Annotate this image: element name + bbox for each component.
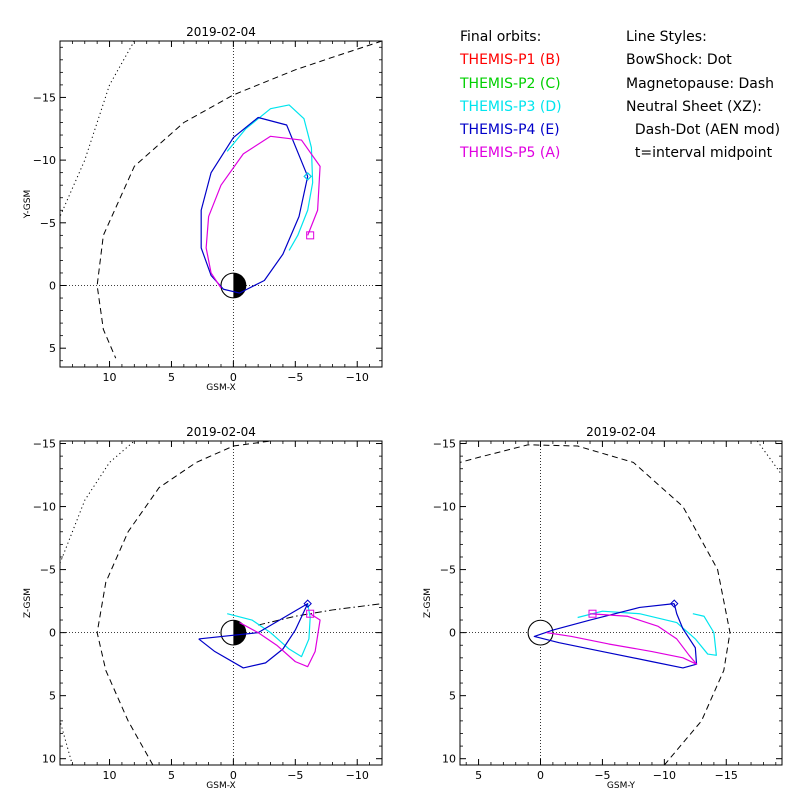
orbit-p4-line (198, 603, 309, 669)
bowshock-lower-line (60, 441, 135, 564)
square-marker (306, 231, 315, 240)
x-tick-label: −5 (287, 371, 303, 384)
bowshock-line (60, 41, 135, 217)
orbit-p5-line (546, 613, 698, 665)
diamond-marker (670, 599, 679, 608)
panel-title: 2019-02-04 (186, 425, 256, 439)
x-tick-label: 0 (230, 371, 237, 384)
y-tick-label: −5 (40, 217, 56, 230)
legend-entry-p4: THEMIS-P4 (E) (460, 122, 560, 139)
legend-entry-p3: THEMIS-P3 (D) (460, 98, 562, 115)
xy-orbit-panel: 10 5 0 −5 −10 −15 −10 −5 0 5 2019-02-04 GSM-X Y-GSM (23, 25, 383, 393)
y-tick-label: −15 (33, 438, 56, 451)
y-tick-label: 0 (49, 627, 56, 640)
orbits-legend-header: Final orbits: (460, 29, 542, 45)
bowshock-line (756, 441, 782, 476)
y-tick-label: −10 (33, 154, 56, 167)
x-axis-label: GSM-Y (607, 781, 636, 791)
x-tick-label: 10 (103, 769, 117, 782)
y-tick-label: 10 (42, 753, 56, 766)
y-tick-label: −15 (433, 438, 456, 451)
plot-area (60, 441, 382, 765)
panel-title: 2019-02-04 (586, 425, 656, 439)
diamond-marker (303, 172, 312, 181)
plot-area (60, 41, 382, 367)
orbit-p4-line (533, 603, 698, 669)
y-tick-label: −10 (33, 501, 56, 514)
magnetopause-line (460, 444, 731, 765)
style-entry-bowshock: BowShock: Dot (626, 52, 732, 69)
earth-icon (220, 619, 247, 646)
square-marker (306, 609, 315, 618)
x-tick-label: −5 (594, 769, 610, 782)
y-axis-label: Z-GSM (423, 588, 433, 618)
line-styles-legend: Line Styles: BowShock: Dot Magnetopause:… (626, 26, 780, 166)
square-marker (588, 609, 597, 618)
orbit-p5-line (239, 613, 321, 668)
legend-entry-p1: THEMIS-P1 (B) (460, 52, 561, 69)
panel-title: 2019-02-04 (186, 25, 256, 39)
magnetopause-line (96, 441, 271, 765)
diamond-marker (303, 599, 312, 608)
x-axis-label: GSM-X (206, 383, 235, 393)
y-tick-label: 5 (449, 690, 456, 703)
x-tick-label: 5 (168, 769, 175, 782)
y-tick-label: 5 (49, 342, 56, 355)
earth-icon (220, 272, 247, 299)
y-tick-label: −10 (433, 501, 456, 514)
orbits-legend: Final orbits: THEMIS-P1 (B) THEMIS-P2 (C… (460, 26, 562, 166)
style-entry-midpoint: t=interval midpoint (626, 145, 773, 162)
x-tick-label: 0 (230, 769, 237, 782)
style-entry-neutral-sheet: Neutral Sheet (XZ): (626, 98, 762, 115)
y-tick-label: −5 (440, 564, 456, 577)
neutral-sheet-line (258, 603, 382, 626)
plot-frame (459, 440, 783, 766)
earth-icon (527, 619, 554, 646)
legend-entry-p2: THEMIS-P2 (C) (460, 75, 561, 92)
x-tick-label: −5 (287, 769, 303, 782)
y-axis-label: Z-GSM (23, 588, 33, 618)
plot-area (460, 441, 782, 765)
x-tick-label: −15 (715, 769, 738, 782)
x-tick-label: −10 (346, 371, 369, 384)
x-axis-label: GSM-X (206, 781, 235, 791)
plot-frame (59, 440, 383, 766)
style-entry-neutral-sheet-mod: Dash-Dot (AEN mod) (626, 122, 781, 139)
style-entry-magnetopause: Magnetopause: Dash (626, 75, 775, 92)
y-tick-label: 5 (49, 690, 56, 703)
xz-orbit-panel: 10 5 0 −5 −10 10 5 0 −5 −10 −15 2019-02-04 GSM-X Z-GS… (23, 425, 383, 791)
y-tick-label: 0 (449, 627, 456, 640)
x-tick-label: −10 (653, 769, 676, 782)
yz-orbit-panel: 5 0 −5 −10 −15 10 5 0 −5 −10 −15 2019-02-04 GSM-Y Z-G… (423, 425, 783, 791)
x-tick-label: 10 (103, 371, 117, 384)
y-tick-label: −15 (33, 91, 56, 104)
orbit-p5-line (205, 135, 321, 289)
y-tick-label: −5 (40, 564, 56, 577)
orbit-p3-line (226, 104, 314, 251)
orbit-p3-line (227, 603, 311, 658)
x-tick-label: −10 (346, 769, 369, 782)
magnetopause-line (96, 41, 382, 359)
line-styles-header: Line Styles: (626, 29, 707, 45)
y-tick-label: 10 (442, 753, 456, 766)
x-tick-label: 5 (475, 769, 482, 782)
legend-entry-p5: THEMIS-P5 (A) (460, 145, 561, 162)
x-tick-label: 0 (537, 769, 544, 782)
bowshock-upper-line (60, 720, 73, 765)
y-tick-label: 0 (49, 280, 56, 293)
orbit-p4-line (200, 116, 309, 294)
x-tick-label: 5 (168, 371, 175, 384)
y-axis-label: Y-GSM (23, 190, 33, 219)
